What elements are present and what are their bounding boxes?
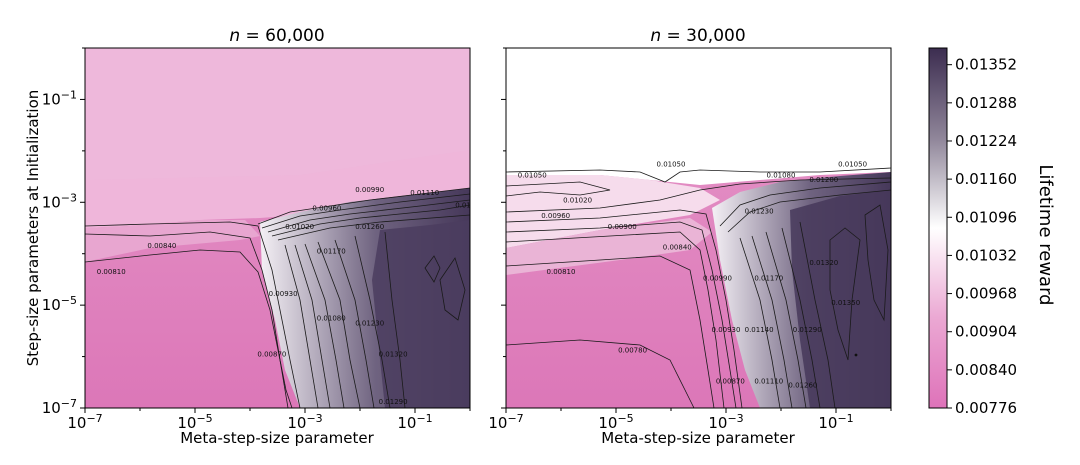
contour-label: 0.01350	[831, 299, 860, 307]
y-tick-label: 10−3	[42, 191, 77, 211]
contour-label: 0.01050	[518, 172, 547, 180]
contour-lines-left	[85, 187, 470, 408]
contour-label: 0.01050	[300, 407, 329, 415]
contour-label: 0.01080	[767, 172, 796, 180]
contour-label: 0.01050	[657, 160, 686, 168]
contour-label: 0.01200	[340, 407, 369, 415]
contour-label: 0.00840	[147, 242, 176, 250]
contour-label: 0.00990	[703, 275, 732, 283]
region-mid-init	[85, 220, 260, 262]
x-tick-label: 10−7	[488, 412, 523, 432]
contour-label: 0.01200	[809, 176, 838, 184]
heatmap-right: 0.01050 0.01050 0.01050 0.01080 0.01200 0.010…	[506, 48, 891, 408]
y-tick-label: 10−5	[42, 294, 77, 314]
colorbar-tick-label: 0.01224	[955, 132, 1017, 150]
region-peak-core	[790, 190, 891, 408]
contour-label: 0.00870	[716, 377, 745, 385]
contour-label: 0.01110	[754, 377, 783, 385]
colorbar: 0.00776 0.00840 0.00904 0.00968 0.01032 0.010…	[928, 47, 1056, 417]
x-tick-label: 10−1	[397, 412, 432, 432]
y-ticks-left: 10−7 10−5 10−3 10−1	[42, 47, 85, 417]
contour-label: 0.00900	[274, 407, 303, 415]
contour-label: 0.01170	[754, 275, 783, 283]
region-mid-init	[506, 218, 712, 275]
contour-label: 0.0120	[455, 201, 480, 209]
contour-label: 0.00810	[97, 268, 126, 276]
x-tick-label: 10−3	[708, 412, 743, 432]
contour-label: 0.00960	[541, 212, 570, 220]
contour-label: 0.01290	[793, 326, 822, 334]
plot-frame-right	[505, 47, 892, 409]
contour-lines-right	[506, 167, 891, 408]
contour-label: 0.00780	[618, 346, 647, 354]
contour-label: 0.01230	[745, 208, 774, 216]
colorbar-tick-label: 0.01352	[955, 56, 1017, 74]
colorbar-label: Lifetime reward	[1035, 164, 1056, 305]
colorbar-tick-label: 0.01288	[955, 94, 1017, 112]
heatmap-left: 0.00840 0.00810 0.00960 0.00990 0.01110 0.012…	[85, 48, 480, 415]
contour-label: 0.01080	[317, 315, 346, 323]
contour-label: 0.01140	[745, 326, 774, 334]
colorbar-tick-label: 0.01032	[955, 246, 1017, 264]
contour-label: 0.00960	[312, 204, 341, 212]
x-ticks-left: 10−7 10−5 10−3 10−1	[67, 408, 471, 432]
x-tick-label: 10−7	[67, 412, 102, 432]
contour-labels-right: 0.01050 0.01050 0.01050 0.01080 0.01200 0.010…	[518, 160, 867, 389]
contour-label: 0.01110	[410, 189, 439, 197]
region-high-init	[506, 48, 891, 185]
x-axis-label-left: Meta-step-size parameter	[180, 429, 374, 447]
contour-label: 0.01320	[809, 259, 838, 267]
contour-label: 0.01140	[317, 407, 346, 415]
contour-label: 0.01170	[317, 248, 346, 256]
contour-label: 0.00810	[547, 268, 576, 276]
colorbar-tick-label: 0.00776	[955, 399, 1017, 417]
colorbar-tick-label: 0.00904	[955, 323, 1017, 341]
contour-label: 0.01290	[379, 398, 408, 406]
title-right: n = 30,000	[650, 26, 745, 46]
x-axis-label-right: Meta-step-size parameter	[601, 429, 795, 447]
contour-labels-left: 0.00840 0.00810 0.00960 0.00990 0.01110 0.012…	[97, 186, 480, 415]
contour-label: 0.01260	[788, 382, 817, 390]
colorbar-gradient	[928, 47, 948, 409]
y-tick-label: 10−1	[42, 88, 77, 108]
contour-label: 0.00870	[257, 351, 286, 359]
x-tick-label: 10−1	[818, 412, 853, 432]
y-ticks-right	[501, 47, 506, 409]
colorbar-tick-label: 0.00968	[955, 285, 1017, 303]
colorbar-tick-label: 0.01160	[955, 170, 1017, 188]
peak-marker	[854, 353, 858, 357]
region-peak-core	[372, 220, 470, 408]
contour-label: 0.01320	[379, 351, 408, 359]
contour-label: 0.00840	[663, 244, 692, 252]
contour-label: 0.00930	[269, 290, 298, 298]
x-tick-label: 10−5	[177, 412, 212, 432]
region-high-init-top	[85, 48, 470, 180]
contour-label: 0.00900	[608, 223, 637, 231]
contour-label: 0.00930	[712, 326, 741, 334]
contour-label: 0.01050	[838, 160, 867, 168]
colorbar-tick-label: 0.00840	[955, 361, 1017, 379]
x-tick-label: 10−5	[598, 412, 633, 432]
contour-label: 0.00990	[355, 186, 384, 194]
contour-label: 0.01020	[563, 196, 592, 204]
contour-label: 0.01020	[285, 223, 314, 231]
colorbar-ticks: 0.00776 0.00840 0.00904 0.00968 0.01032 0.010…	[947, 56, 1017, 417]
x-ticks-right: 10−7 10−5 10−3 10−1	[488, 408, 892, 432]
y-tick-label: 10−7	[42, 397, 77, 417]
contour-label: 0.01230	[355, 320, 384, 328]
contour-label: 0.01260	[355, 223, 384, 231]
panel-right: 0.01050 0.01050 0.01050 0.01080 0.01200 0.010…	[488, 26, 892, 447]
y-axis-label-left: Step-size parameters at Initialization	[24, 90, 42, 367]
title-left: n = 60,000	[229, 26, 324, 46]
x-tick-label: 10−3	[287, 412, 322, 432]
panel-left: 0.00840 0.00810 0.00960 0.00990 0.01110 0.012…	[24, 26, 480, 447]
colorbar-tick-label: 0.01096	[955, 208, 1017, 226]
plot-frame-left	[84, 47, 471, 409]
